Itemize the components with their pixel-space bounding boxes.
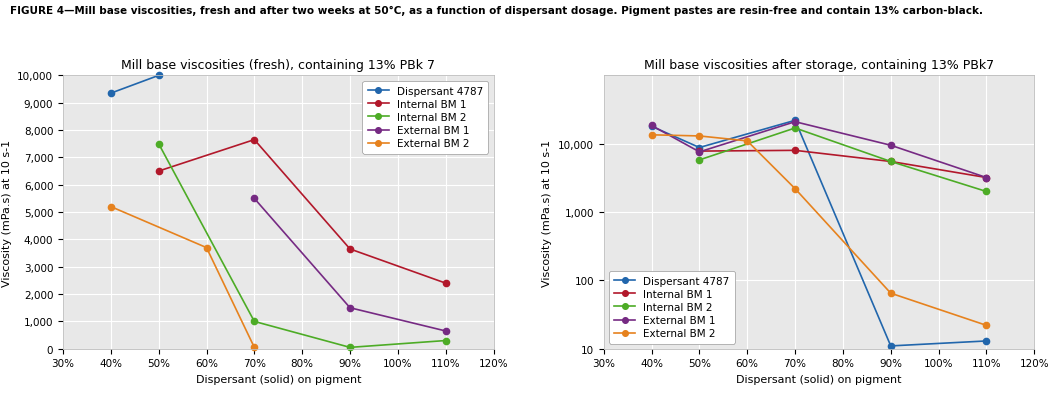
External BM 1 (439, 329, 452, 334)
Internal BM 1 (980, 176, 992, 180)
External BM 2 (789, 187, 801, 192)
External BM 1 (789, 120, 801, 125)
External BM 2 (646, 133, 658, 138)
Line: External BM 2: External BM 2 (649, 132, 989, 329)
Y-axis label: Viscosity (mPa.s) at 10 s-1: Viscosity (mPa.s) at 10 s-1 (543, 139, 552, 286)
External BM 2 (201, 245, 213, 250)
External BM 1 (693, 150, 706, 155)
External BM 1 (248, 196, 260, 201)
External BM 2 (693, 134, 706, 139)
Dispersant 4787 (646, 125, 658, 130)
X-axis label: Dispersant (solid) on pigment: Dispersant (solid) on pigment (736, 374, 902, 384)
External BM 2 (741, 139, 754, 144)
Dispersant 4787 (693, 146, 706, 150)
External BM 1 (980, 176, 992, 180)
Internal BM 2 (152, 142, 165, 147)
Line: External BM 1: External BM 1 (251, 196, 448, 334)
External BM 2 (884, 291, 897, 296)
Line: External BM 2: External BM 2 (108, 204, 257, 350)
Internal BM 2 (884, 160, 897, 164)
External BM 2 (248, 345, 260, 350)
Internal BM 2 (343, 345, 356, 350)
Line: Internal BM 1: Internal BM 1 (696, 148, 989, 181)
External BM 1 (884, 144, 897, 148)
Internal BM 2 (248, 319, 260, 324)
External BM 1 (343, 306, 356, 310)
Internal BM 2 (439, 338, 452, 343)
Line: External BM 1: External BM 1 (649, 119, 989, 181)
Dispersant 4787 (789, 119, 801, 124)
Internal BM 2 (980, 190, 992, 194)
Text: FIGURE 4—Mill base viscosities, fresh and after two weeks at 50°C, as a function: FIGURE 4—Mill base viscosities, fresh an… (10, 6, 984, 16)
Line: Internal BM 2: Internal BM 2 (696, 126, 989, 195)
Title: Mill base viscosities after storage, containing 13% PBk7: Mill base viscosities after storage, con… (644, 59, 994, 72)
Line: Internal BM 1: Internal BM 1 (155, 137, 448, 287)
Legend: Dispersant 4787, Internal BM 1, Internal BM 2, External BM 1, External BM 2: Dispersant 4787, Internal BM 1, Internal… (609, 271, 735, 344)
Internal BM 1 (439, 281, 452, 286)
Dispersant 4787 (884, 344, 897, 348)
Internal BM 1 (248, 138, 260, 143)
Dispersant 4787 (980, 339, 992, 344)
External BM 2 (980, 323, 992, 328)
Line: Dispersant 4787: Dispersant 4787 (108, 73, 162, 97)
Title: Mill base viscosities (fresh), containing 13% PBk 7: Mill base viscosities (fresh), containin… (121, 59, 436, 72)
Internal BM 1 (343, 247, 356, 252)
Dispersant 4787 (152, 74, 165, 79)
Internal BM 1 (789, 148, 801, 153)
X-axis label: Dispersant (solid) on pigment: Dispersant (solid) on pigment (195, 374, 361, 384)
Internal BM 1 (884, 160, 897, 164)
Internal BM 2 (789, 126, 801, 131)
External BM 2 (105, 205, 118, 209)
Legend: Dispersant 4787, Internal BM 1, Internal BM 2, External BM 1, External BM 2: Dispersant 4787, Internal BM 1, Internal… (362, 81, 488, 154)
Internal BM 1 (152, 169, 165, 174)
Dispersant 4787 (105, 91, 118, 96)
Y-axis label: Viscosity (mPa.s) at 10 s-1: Viscosity (mPa.s) at 10 s-1 (2, 139, 12, 286)
Internal BM 2 (693, 158, 706, 163)
External BM 1 (646, 124, 658, 129)
Line: Dispersant 4787: Dispersant 4787 (649, 118, 989, 349)
Line: Internal BM 2: Internal BM 2 (155, 141, 448, 350)
Internal BM 1 (693, 149, 706, 154)
